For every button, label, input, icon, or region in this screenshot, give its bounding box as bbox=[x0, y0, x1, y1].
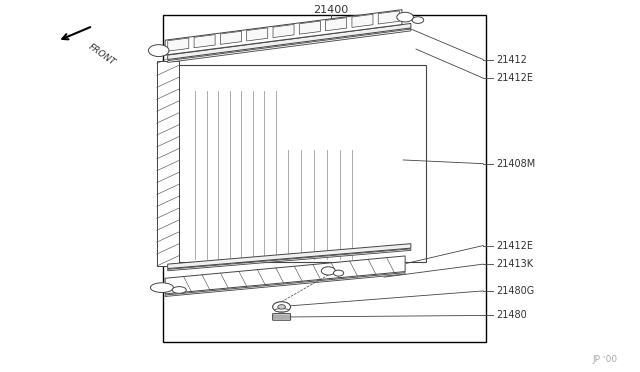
Polygon shape bbox=[165, 10, 402, 55]
Circle shape bbox=[321, 267, 335, 275]
Circle shape bbox=[412, 17, 424, 23]
Polygon shape bbox=[378, 11, 399, 24]
Circle shape bbox=[148, 45, 169, 57]
Polygon shape bbox=[300, 21, 321, 34]
Bar bbox=[157, 61, 179, 266]
Polygon shape bbox=[168, 249, 411, 271]
Circle shape bbox=[278, 305, 285, 309]
Polygon shape bbox=[273, 25, 294, 38]
Text: 21412: 21412 bbox=[496, 55, 527, 64]
Polygon shape bbox=[326, 17, 347, 31]
Text: 21413K: 21413K bbox=[496, 259, 533, 269]
Polygon shape bbox=[194, 35, 215, 48]
Polygon shape bbox=[168, 29, 411, 62]
Text: 21480: 21480 bbox=[496, 311, 527, 320]
Polygon shape bbox=[165, 273, 405, 296]
Polygon shape bbox=[165, 256, 405, 294]
Text: 21400: 21400 bbox=[314, 6, 349, 15]
Polygon shape bbox=[246, 28, 268, 41]
FancyBboxPatch shape bbox=[273, 314, 291, 320]
Ellipse shape bbox=[150, 283, 173, 292]
Polygon shape bbox=[168, 244, 411, 269]
Polygon shape bbox=[220, 31, 241, 44]
Text: 21408M: 21408M bbox=[496, 159, 535, 169]
Ellipse shape bbox=[172, 286, 186, 293]
Ellipse shape bbox=[275, 309, 289, 312]
Bar bbox=[163, 15, 486, 342]
Text: FRONT: FRONT bbox=[86, 42, 116, 67]
Text: 21480G: 21480G bbox=[496, 286, 534, 296]
Circle shape bbox=[273, 302, 291, 312]
Circle shape bbox=[333, 270, 344, 276]
Text: 21412E: 21412E bbox=[496, 73, 533, 83]
Polygon shape bbox=[168, 23, 411, 60]
Circle shape bbox=[397, 12, 413, 22]
Bar bbox=[176, 65, 426, 262]
Polygon shape bbox=[168, 38, 189, 51]
Text: 21412E: 21412E bbox=[496, 241, 533, 250]
Polygon shape bbox=[352, 14, 373, 28]
Text: JP ʼ00: JP ʼ00 bbox=[593, 355, 618, 364]
